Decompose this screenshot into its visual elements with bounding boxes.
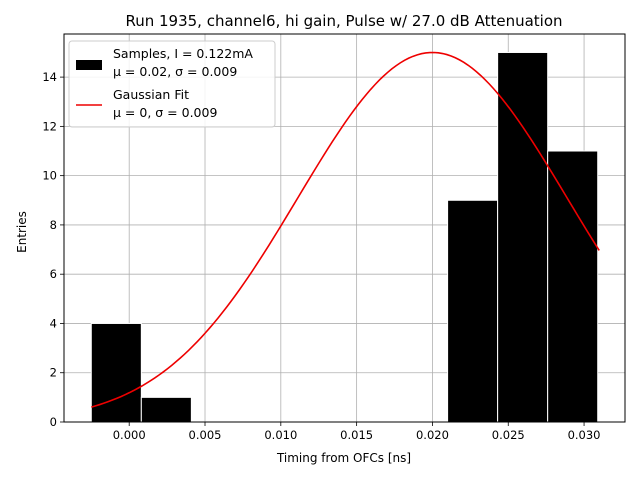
x-tick-label: 0.020 [416,428,449,442]
x-tick-label: 0.025 [492,428,525,442]
histogram-bar [447,199,499,423]
histogram-bar [140,396,192,423]
plot-frame [63,33,626,423]
legend-box [68,40,276,128]
x-axis-label: Timing from OFCs [ns] [276,451,411,465]
gaussian-fit-line [91,51,600,408]
y-tick-label: 12 [42,119,57,133]
y-tick-label: 6 [50,267,57,281]
legend-samples-label: Samples, I = 0.122mA [113,46,253,61]
y-tick-label: 0 [50,415,57,429]
legend-fit-label: Gaussian Fit [113,87,189,102]
y-axis-label: Entries [15,211,29,253]
histogram-bar [497,51,549,423]
y-tick-label: 4 [50,316,57,330]
y-tick-label: 10 [42,169,57,183]
y-tick-label: 2 [50,366,57,380]
legend-samples-swatch [76,60,102,70]
y-tick-label: 14 [42,70,57,84]
histogram-bar [547,150,599,423]
x-tick-label: 0.030 [568,428,601,442]
histogram-bar [90,322,142,423]
histogram-bars [90,51,599,423]
x-tick-label: 0.000 [113,428,146,442]
x-tick-label: 0.005 [189,428,222,442]
x-axis-ticks: 0.000 0.005 0.010 0.015 0.020 0.025 0.030 [113,422,601,442]
x-tick-label: 0.010 [264,428,297,442]
chart-title: Run 1935, channel6, hi gain, Pulse w/ 27… [125,12,562,30]
legend-fit-stats: μ = 0, σ = 0.009 [113,105,217,120]
y-axis-ticks: 0 2 4 6 8 10 12 14 [42,70,64,429]
legend: Samples, I = 0.122mA μ = 0.02, σ = 0.009… [68,40,276,128]
legend-samples-stats: μ = 0.02, σ = 0.009 [113,64,237,79]
x-tick-label: 0.015 [340,428,373,442]
y-tick-label: 8 [50,218,57,232]
